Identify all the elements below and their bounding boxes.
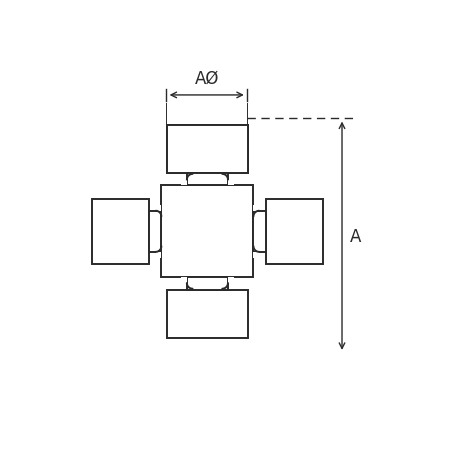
Bar	[228, 180, 233, 186]
Bar	[92, 199, 148, 264]
Bar	[181, 180, 186, 186]
Bar	[166, 291, 247, 338]
Bar	[266, 199, 322, 264]
Bar	[161, 186, 253, 278]
Bar	[155, 206, 161, 211]
Bar	[253, 211, 266, 252]
Text: AØ: AØ	[194, 70, 218, 88]
Bar	[253, 206, 258, 211]
Bar	[148, 211, 161, 252]
Bar	[253, 252, 258, 258]
Bar	[186, 278, 228, 291]
Bar	[228, 278, 233, 283]
Bar	[186, 173, 228, 186]
Bar	[155, 252, 161, 258]
Text: A: A	[349, 227, 360, 245]
Bar	[166, 125, 247, 173]
Bar	[181, 278, 186, 283]
Bar	[166, 125, 247, 173]
